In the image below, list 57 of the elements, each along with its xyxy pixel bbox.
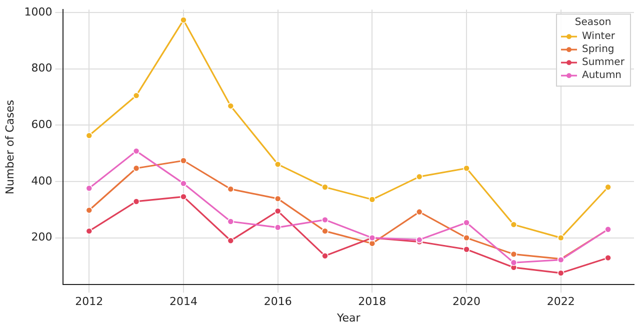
x-tick-label: 2018 (358, 295, 386, 308)
point (227, 218, 234, 225)
legend-label: Autumn (582, 70, 622, 82)
point (557, 234, 564, 242)
x-tick-label: 2014 (169, 295, 198, 308)
point (322, 216, 328, 224)
y-tick-label: 200 (31, 230, 52, 244)
legend-label: Spring (582, 44, 614, 56)
point (180, 180, 187, 187)
point (180, 157, 187, 164)
point (463, 164, 470, 172)
point (180, 16, 187, 24)
x-tick-label: 2020 (452, 295, 481, 308)
legend-label: Summer (582, 57, 626, 68)
point (274, 195, 282, 202)
legend-label: Winter (582, 31, 616, 42)
y-tick-label: 600 (31, 118, 52, 131)
y-axis-title: Number of Cases (3, 100, 16, 194)
x-tick-label: 2012 (75, 295, 104, 308)
point (322, 184, 328, 191)
point (132, 148, 140, 154)
point (322, 228, 328, 234)
point (416, 208, 423, 216)
point (86, 228, 93, 234)
point (274, 224, 282, 231)
point (416, 173, 423, 180)
y-tick-label: 400 (31, 174, 52, 188)
point (132, 164, 140, 172)
point (510, 221, 518, 228)
point (132, 198, 140, 205)
point (463, 219, 470, 226)
x-tick-label: 2022 (546, 295, 575, 308)
y-tick-label: 800 (31, 62, 52, 75)
point (557, 270, 564, 276)
point (274, 208, 282, 214)
legend-title: Season (574, 17, 612, 28)
point (463, 246, 470, 253)
x-tick-label: 2016 (264, 295, 292, 308)
x-axis-title: Year (336, 311, 361, 324)
point (227, 186, 234, 192)
point (510, 259, 518, 266)
point (86, 132, 93, 139)
point (86, 206, 93, 214)
point (368, 196, 376, 203)
point (463, 234, 470, 242)
point (227, 102, 234, 110)
point (227, 237, 234, 244)
point (86, 184, 93, 192)
point (274, 160, 282, 168)
point (604, 254, 612, 262)
point (368, 240, 376, 247)
point (180, 193, 187, 200)
point (322, 252, 328, 260)
y-tick-label: 1000 (24, 5, 52, 18)
point (604, 184, 612, 191)
point (510, 250, 518, 258)
point (132, 92, 140, 99)
